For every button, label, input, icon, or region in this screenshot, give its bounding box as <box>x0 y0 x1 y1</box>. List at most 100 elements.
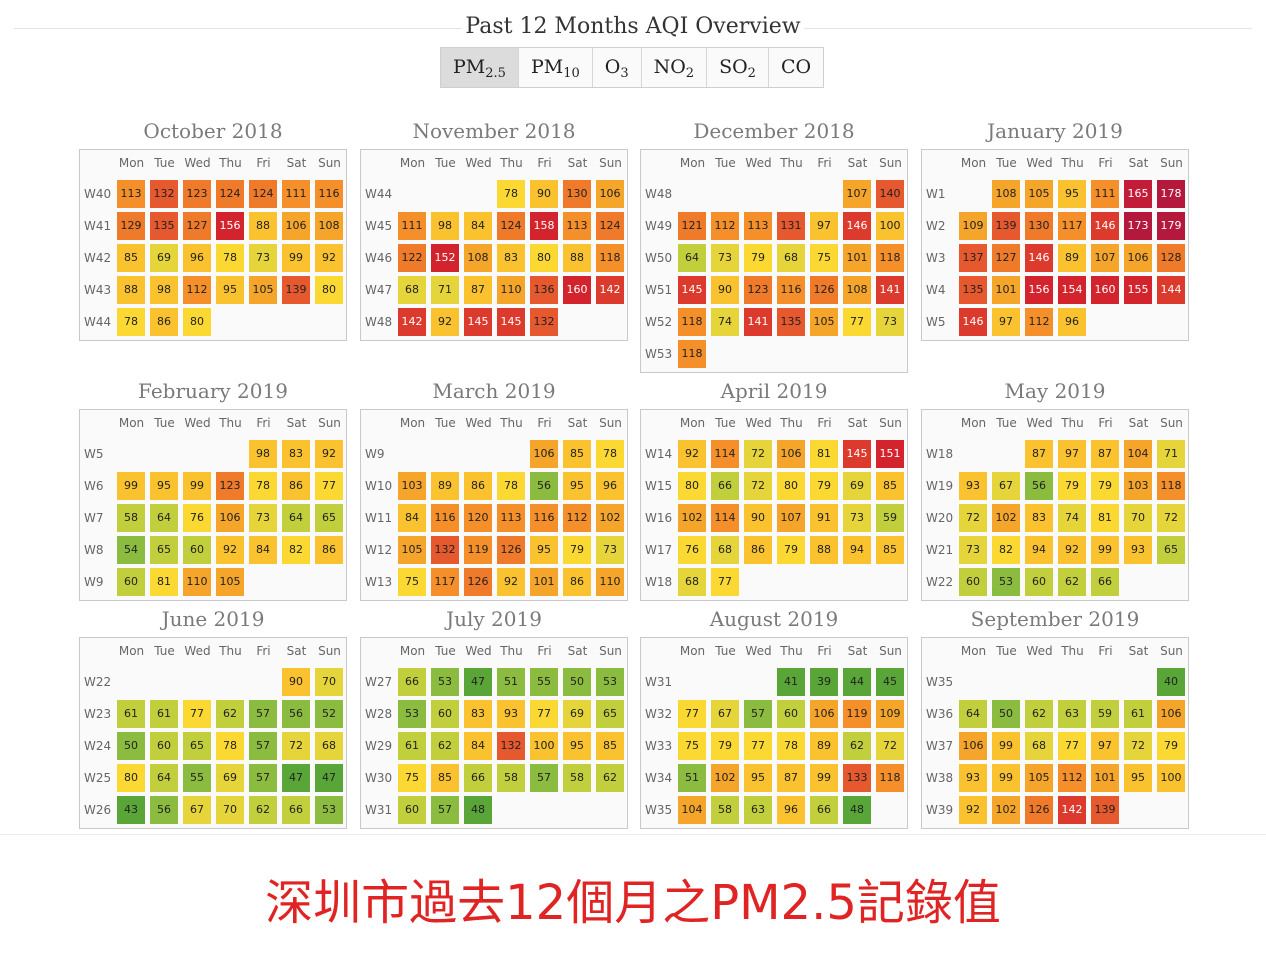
aqi-day-cell[interactable]: 64 <box>282 504 310 532</box>
aqi-day-cell[interactable]: 85 <box>431 764 459 792</box>
aqi-day-cell[interactable]: 133 <box>843 764 871 792</box>
aqi-day-cell[interactable]: 99 <box>992 732 1020 760</box>
aqi-day-cell[interactable]: 126 <box>497 536 525 564</box>
aqi-day-cell[interactable]: 118 <box>678 340 706 368</box>
aqi-day-cell[interactable]: 95 <box>150 472 178 500</box>
aqi-day-cell[interactable]: 86 <box>150 308 178 336</box>
aqi-day-cell[interactable]: 76 <box>678 536 706 564</box>
aqi-day-cell[interactable]: 105 <box>1025 764 1053 792</box>
aqi-day-cell[interactable]: 96 <box>183 244 211 272</box>
aqi-day-cell[interactable]: 56 <box>282 700 310 728</box>
aqi-day-cell[interactable]: 59 <box>1091 700 1119 728</box>
aqi-day-cell[interactable]: 146 <box>843 212 871 240</box>
aqi-day-cell[interactable]: 113 <box>117 180 145 208</box>
aqi-day-cell[interactable]: 108 <box>843 276 871 304</box>
aqi-day-cell[interactable]: 72 <box>282 732 310 760</box>
aqi-day-cell[interactable]: 95 <box>744 764 772 792</box>
aqi-day-cell[interactable]: 75 <box>398 568 426 596</box>
aqi-day-cell[interactable]: 108 <box>992 180 1020 208</box>
aqi-day-cell[interactable]: 92 <box>678 440 706 468</box>
aqi-day-cell[interactable]: 173 <box>1124 212 1152 240</box>
aqi-day-cell[interactable]: 50 <box>117 732 145 760</box>
aqi-day-cell[interactable]: 140 <box>876 180 904 208</box>
aqi-day-cell[interactable]: 102 <box>678 504 706 532</box>
aqi-day-cell[interactable]: 73 <box>711 244 739 272</box>
aqi-day-cell[interactable]: 98 <box>249 440 277 468</box>
aqi-day-cell[interactable]: 113 <box>563 212 591 240</box>
aqi-day-cell[interactable]: 65 <box>1157 536 1185 564</box>
tab-no2[interactable]: NO2 <box>642 48 708 87</box>
aqi-day-cell[interactable]: 95 <box>563 472 591 500</box>
aqi-day-cell[interactable]: 87 <box>1025 440 1053 468</box>
aqi-day-cell[interactable]: 50 <box>992 700 1020 728</box>
aqi-day-cell[interactable]: 93 <box>497 700 525 728</box>
aqi-day-cell[interactable]: 178 <box>1157 180 1185 208</box>
aqi-day-cell[interactable]: 85 <box>563 440 591 468</box>
aqi-day-cell[interactable]: 63 <box>744 796 772 824</box>
aqi-day-cell[interactable]: 64 <box>150 764 178 792</box>
aqi-day-cell[interactable]: 57 <box>249 764 277 792</box>
aqi-day-cell[interactable]: 68 <box>315 732 343 760</box>
aqi-day-cell[interactable]: 60 <box>777 700 805 728</box>
aqi-day-cell[interactable]: 114 <box>711 440 739 468</box>
aqi-day-cell[interactable]: 62 <box>843 732 871 760</box>
aqi-day-cell[interactable]: 95 <box>530 536 558 564</box>
aqi-day-cell[interactable]: 85 <box>596 732 624 760</box>
aqi-day-cell[interactable]: 100 <box>1157 764 1185 792</box>
aqi-day-cell[interactable]: 179 <box>1157 212 1185 240</box>
aqi-day-cell[interactable]: 126 <box>464 568 492 596</box>
aqi-day-cell[interactable]: 79 <box>1091 472 1119 500</box>
aqi-day-cell[interactable]: 123 <box>216 472 244 500</box>
aqi-day-cell[interactable]: 92 <box>959 796 987 824</box>
aqi-day-cell[interactable]: 57 <box>249 700 277 728</box>
aqi-day-cell[interactable]: 66 <box>1091 568 1119 596</box>
aqi-day-cell[interactable]: 102 <box>992 504 1020 532</box>
aqi-day-cell[interactable]: 73 <box>596 536 624 564</box>
aqi-day-cell[interactable]: 43 <box>117 796 145 824</box>
aqi-day-cell[interactable]: 77 <box>183 700 211 728</box>
aqi-day-cell[interactable]: 158 <box>530 212 558 240</box>
aqi-day-cell[interactable]: 160 <box>1091 276 1119 304</box>
aqi-day-cell[interactable]: 95 <box>1058 180 1086 208</box>
aqi-day-cell[interactable]: 52 <box>315 700 343 728</box>
aqi-day-cell[interactable]: 78 <box>249 472 277 500</box>
aqi-day-cell[interactable]: 57 <box>530 764 558 792</box>
aqi-day-cell[interactable]: 155 <box>1124 276 1152 304</box>
aqi-day-cell[interactable]: 106 <box>810 700 838 728</box>
aqi-day-cell[interactable]: 97 <box>992 308 1020 336</box>
aqi-day-cell[interactable]: 40 <box>1157 668 1185 696</box>
aqi-day-cell[interactable]: 67 <box>711 700 739 728</box>
aqi-day-cell[interactable]: 79 <box>711 732 739 760</box>
aqi-day-cell[interactable]: 65 <box>150 536 178 564</box>
aqi-day-cell[interactable]: 109 <box>959 212 987 240</box>
aqi-day-cell[interactable]: 88 <box>117 276 145 304</box>
aqi-day-cell[interactable]: 101 <box>843 244 871 272</box>
aqi-day-cell[interactable]: 95 <box>216 276 244 304</box>
aqi-day-cell[interactable]: 124 <box>216 180 244 208</box>
aqi-day-cell[interactable]: 82 <box>282 536 310 564</box>
aqi-day-cell[interactable]: 105 <box>249 276 277 304</box>
aqi-day-cell[interactable]: 106 <box>216 504 244 532</box>
aqi-day-cell[interactable]: 47 <box>282 764 310 792</box>
aqi-day-cell[interactable]: 106 <box>777 440 805 468</box>
aqi-day-cell[interactable]: 83 <box>1025 504 1053 532</box>
aqi-day-cell[interactable]: 66 <box>282 796 310 824</box>
aqi-day-cell[interactable]: 61 <box>1124 700 1152 728</box>
aqi-day-cell[interactable]: 103 <box>398 472 426 500</box>
aqi-day-cell[interactable]: 55 <box>183 764 211 792</box>
aqi-day-cell[interactable]: 123 <box>183 180 211 208</box>
aqi-day-cell[interactable]: 45 <box>876 668 904 696</box>
aqi-day-cell[interactable]: 84 <box>398 504 426 532</box>
aqi-day-cell[interactable]: 73 <box>843 504 871 532</box>
aqi-day-cell[interactable]: 68 <box>678 568 706 596</box>
aqi-day-cell[interactable]: 106 <box>1157 700 1185 728</box>
aqi-day-cell[interactable]: 75 <box>678 732 706 760</box>
aqi-day-cell[interactable]: 116 <box>777 276 805 304</box>
aqi-day-cell[interactable]: 66 <box>711 472 739 500</box>
aqi-day-cell[interactable]: 78 <box>216 732 244 760</box>
aqi-day-cell[interactable]: 61 <box>150 700 178 728</box>
aqi-day-cell[interactable]: 105 <box>216 568 244 596</box>
aqi-day-cell[interactable]: 85 <box>117 244 145 272</box>
aqi-day-cell[interactable]: 122 <box>398 244 426 272</box>
aqi-day-cell[interactable]: 81 <box>150 568 178 596</box>
